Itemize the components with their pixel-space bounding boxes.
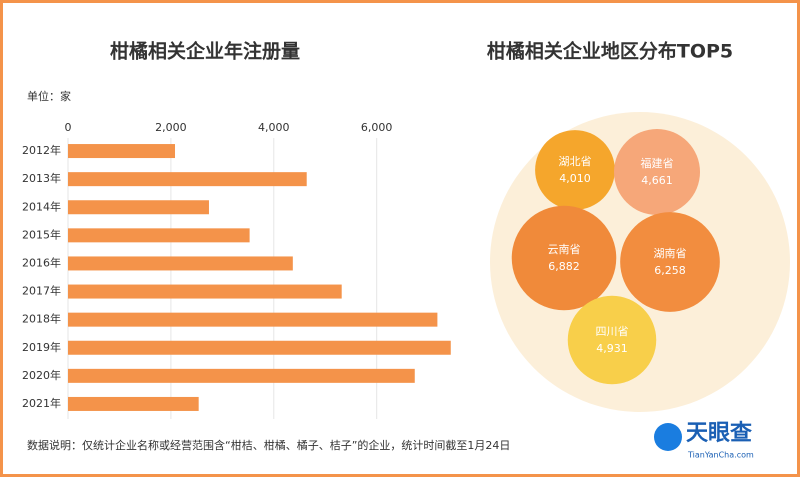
bubble-value: 4,010 <box>559 172 591 185</box>
y-tick-label: 2012年 <box>22 143 61 157</box>
bar <box>68 340 451 355</box>
bar <box>68 228 250 243</box>
bubble-value: 6,258 <box>654 264 686 277</box>
footnote: 数据说明：仅统计企业名称或经营范围含“柑桔、柑橘、橘子、桔子”的企业，统计时间截… <box>27 438 510 452</box>
bubble-value: 6,882 <box>548 260 580 273</box>
bubble-label: 云南省 <box>548 243 581 256</box>
x-tick-label: 6,000 <box>361 121 393 134</box>
y-tick-label: 2014年 <box>22 199 61 213</box>
bar <box>68 172 307 187</box>
bubble-label: 四川省 <box>596 325 629 338</box>
bar <box>68 144 176 159</box>
unit-label: 单位：家 <box>27 89 71 103</box>
logo-name: 天眼查 <box>686 421 752 446</box>
bubble-label: 福建省 <box>641 156 674 170</box>
y-tick-label: 2019年 <box>22 340 61 354</box>
x-tick-label: 4,000 <box>258 121 290 134</box>
y-tick-label: 2017年 <box>22 284 61 298</box>
bar <box>68 396 199 411</box>
y-tick-label: 2015年 <box>22 227 61 241</box>
bar <box>68 200 209 215</box>
bubble <box>567 295 657 385</box>
bubble <box>620 212 720 312</box>
bubble-value: 4,661 <box>641 174 673 187</box>
y-tick-label: 2018年 <box>22 312 61 326</box>
logo-url: TianYanCha.com <box>687 451 754 460</box>
x-tick-label: 2,000 <box>155 121 187 134</box>
bar <box>68 368 415 383</box>
bubble-label: 湖南省 <box>654 247 687 260</box>
bar-title: 柑橘相关企业年注册量 <box>110 40 300 63</box>
y-tick-label: 2021年 <box>22 396 61 410</box>
logo: 天眼查 TianYanCha.com <box>654 421 754 460</box>
bubble-value: 4,931 <box>596 342 628 355</box>
logo-icon <box>654 423 682 451</box>
bubble <box>613 128 701 216</box>
y-tick-label: 2016年 <box>22 255 61 269</box>
bar <box>68 284 342 299</box>
y-tick-label: 2013年 <box>22 171 61 185</box>
bubble-title: 柑橘相关企业地区分布TOP5 <box>487 40 733 63</box>
bubble <box>511 205 617 311</box>
bubble-label: 湖北省 <box>559 155 592 168</box>
bar <box>68 312 438 327</box>
x-tick-label: 0 <box>65 121 72 134</box>
bar <box>68 256 293 271</box>
y-tick-label: 2020年 <box>22 368 61 382</box>
bubble <box>535 130 615 210</box>
